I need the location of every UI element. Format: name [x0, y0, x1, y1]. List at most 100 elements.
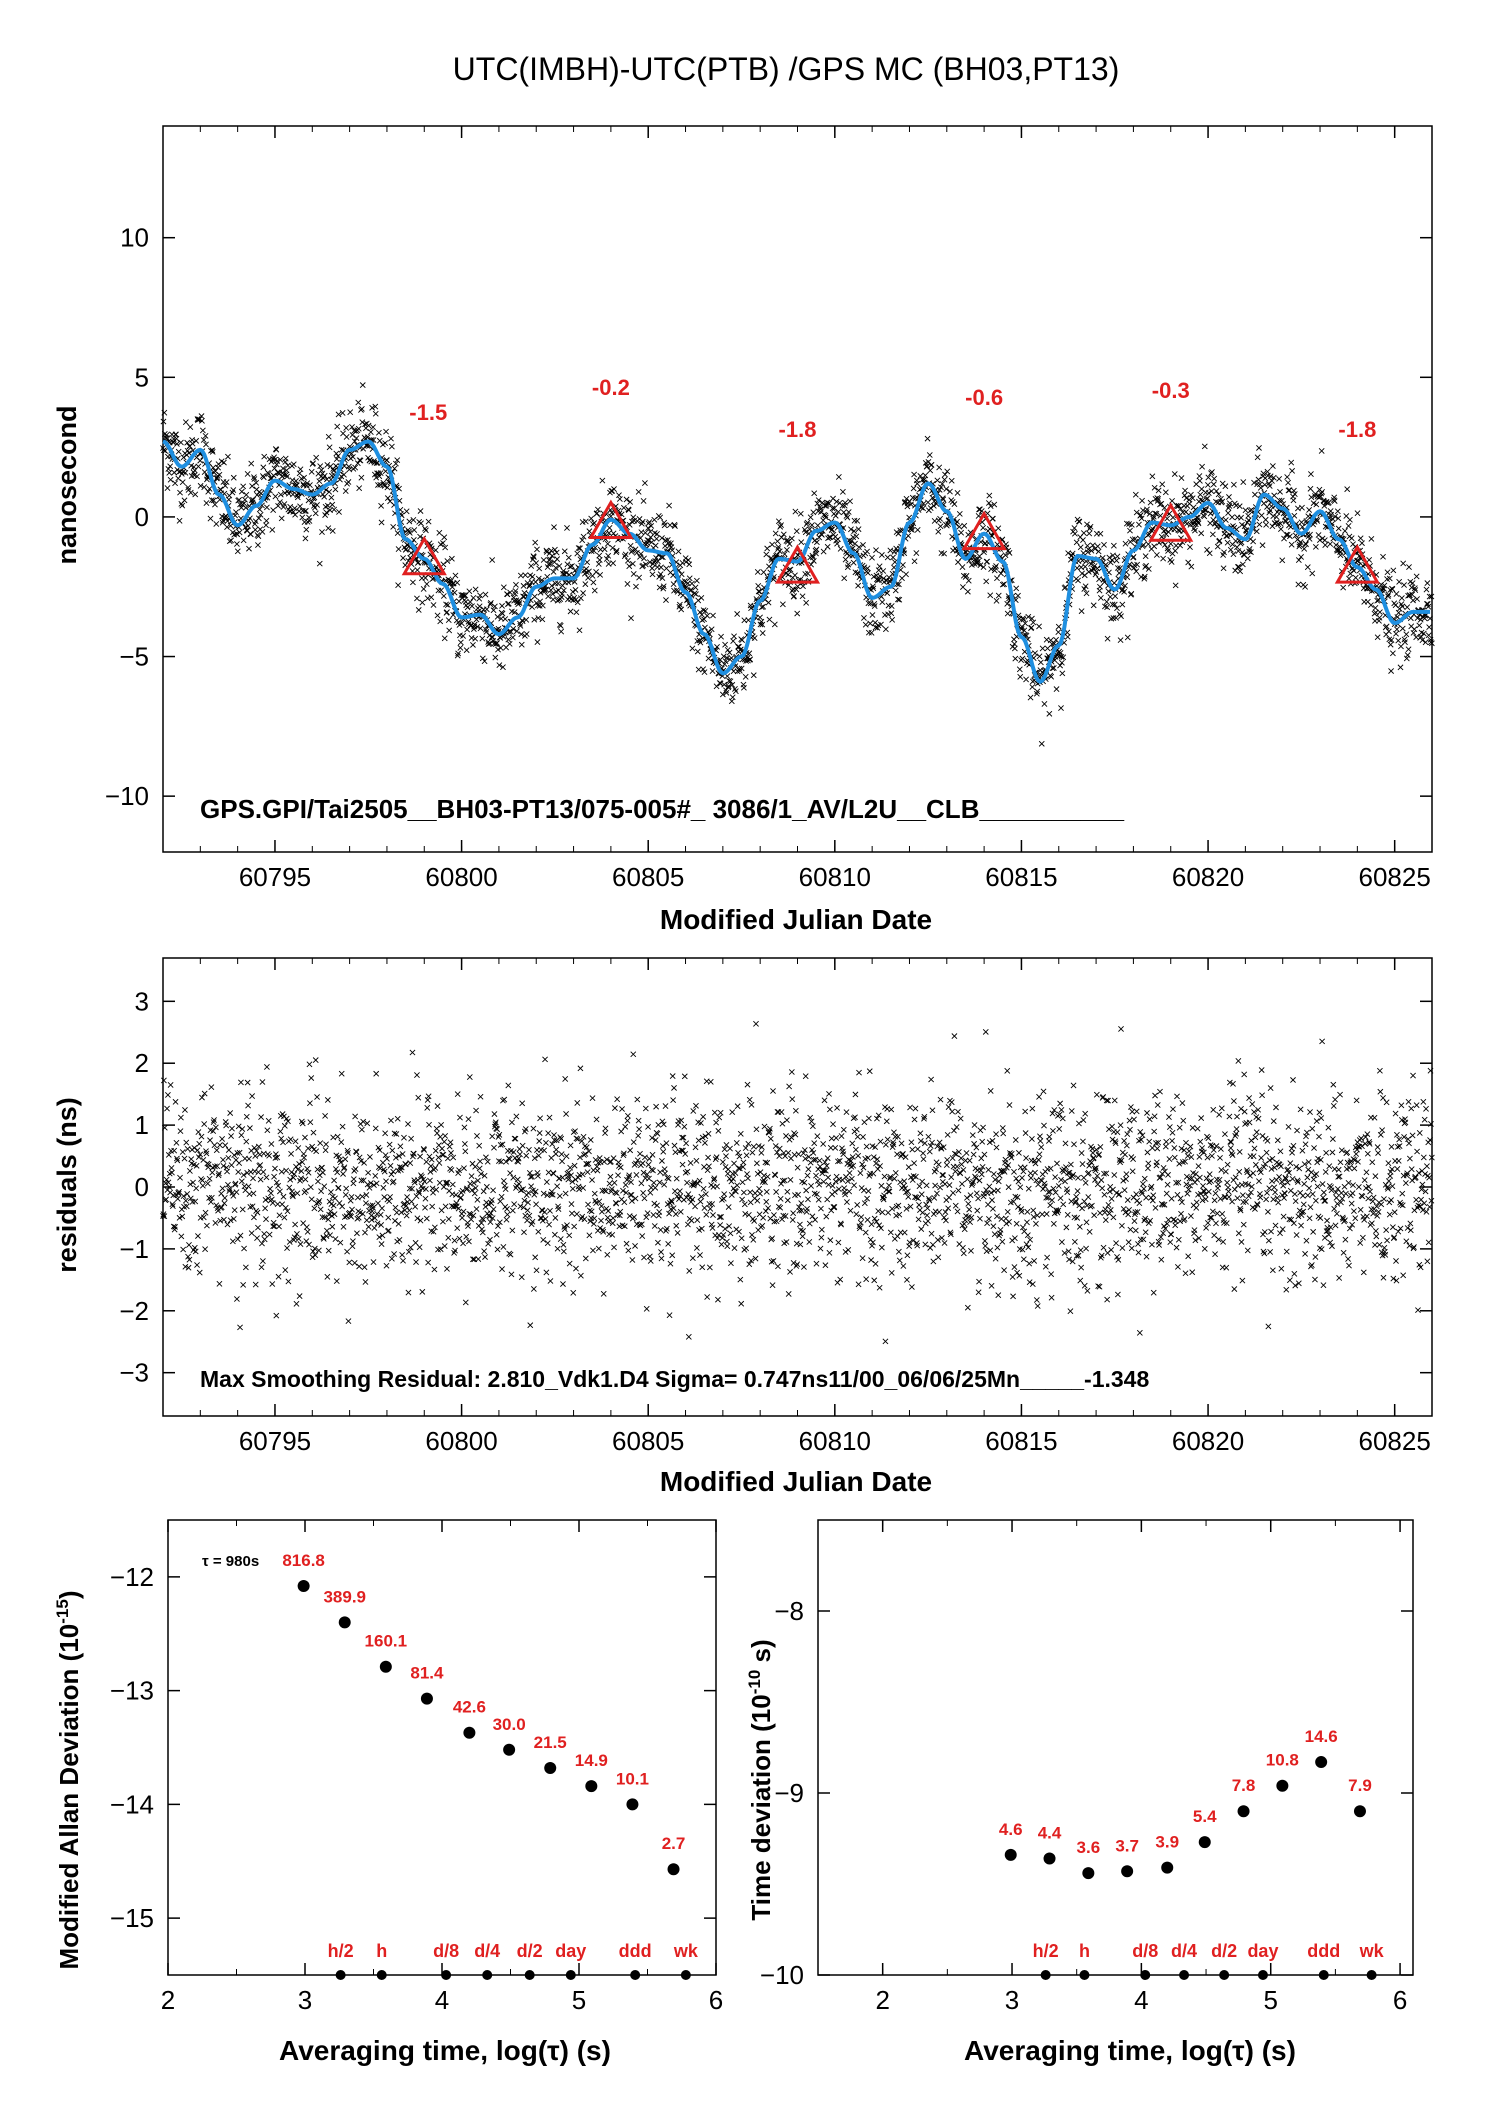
residual-point [461, 1124, 468, 1131]
measurement-point [284, 473, 290, 480]
measurement-point [197, 457, 204, 464]
residual-point [373, 1070, 380, 1077]
measurement-point [560, 587, 567, 594]
residual-point [988, 1189, 995, 1196]
x-tick-label: 60805 [612, 1426, 684, 1456]
measurement-point [628, 615, 634, 622]
measurement-point [1058, 705, 1064, 711]
residual-point [929, 1107, 936, 1114]
measurement-point [201, 469, 208, 475]
measurement-point [993, 597, 1000, 604]
residual-point [336, 1200, 343, 1206]
residual-point [289, 1191, 296, 1198]
residual-point [659, 1143, 666, 1150]
residual-point [584, 1169, 591, 1176]
measurement-point [1307, 531, 1313, 538]
measurement-point [185, 484, 191, 491]
measurement-point [1319, 489, 1326, 495]
residual-point [806, 1220, 813, 1227]
residual-point [470, 1212, 477, 1219]
residual-point [750, 1143, 757, 1150]
residual-point [762, 1179, 768, 1186]
residual-point [650, 1167, 656, 1174]
measurement-point [959, 564, 966, 570]
measurement-point [358, 405, 365, 412]
residual-point [370, 1259, 377, 1265]
measurement-point [1053, 636, 1059, 643]
measurement-point [1101, 541, 1107, 548]
residual-point [935, 1161, 942, 1168]
measurement-point [1267, 473, 1274, 480]
measurement-point [844, 514, 851, 521]
residual-point [677, 1208, 684, 1215]
residual-point [487, 1236, 493, 1243]
residual-point [968, 1247, 974, 1254]
residual-point [406, 1185, 413, 1192]
residual-point [342, 1156, 349, 1163]
measurement-point [623, 496, 630, 503]
residual-point [640, 1190, 647, 1196]
measurement-point [1273, 513, 1280, 520]
residual-point [780, 1150, 787, 1156]
residual-point [508, 1271, 515, 1278]
measurement-point [164, 485, 171, 491]
residual-point [743, 1152, 750, 1159]
residual-point [991, 1231, 998, 1238]
measurement-point [610, 560, 617, 567]
measurement-point [408, 550, 415, 556]
residual-point [974, 1207, 981, 1214]
residual-point [306, 1100, 313, 1107]
measurement-point [182, 419, 189, 426]
residual-point [801, 1147, 808, 1153]
residual-point [733, 1140, 740, 1146]
residual-point [551, 1132, 557, 1138]
residual-point [405, 1289, 412, 1296]
residual-point [520, 1186, 527, 1193]
measurement-point [729, 694, 736, 701]
residual-point [868, 1257, 875, 1264]
residual-point [513, 1113, 520, 1120]
residual-point [746, 1096, 753, 1103]
measurement-point [994, 575, 1000, 582]
residual-point [681, 1073, 688, 1080]
measurement-point [1204, 495, 1211, 502]
residual-point [531, 1191, 538, 1198]
measurement-point [871, 603, 878, 610]
measurement-point [539, 616, 546, 623]
residual-point [244, 1079, 251, 1086]
residual-point [553, 1146, 560, 1153]
residual-point [530, 1125, 537, 1132]
measurement-point [889, 616, 896, 623]
measurement-point [545, 593, 552, 600]
calibration-marker [774, 544, 821, 584]
residual-point [271, 1223, 278, 1230]
measurement-point [1078, 608, 1085, 615]
measurement-point [550, 596, 557, 603]
measurement-point [647, 528, 654, 535]
residual-point [960, 1250, 967, 1257]
measurement-point [517, 622, 524, 629]
residual-point [643, 1214, 650, 1221]
measurement-point [321, 493, 328, 500]
measurement-point [936, 464, 943, 471]
measurement-point [606, 524, 613, 531]
residual-point [557, 1236, 564, 1242]
measurement-point [574, 550, 581, 557]
measurement-point [182, 469, 189, 476]
residual-point [948, 1174, 955, 1181]
residual-point [764, 1159, 771, 1166]
residual-point [876, 1284, 883, 1291]
residual-point [378, 1222, 385, 1228]
residual-point [1003, 1220, 1010, 1227]
measurement-point [956, 523, 963, 530]
marker-label: -1.8 [779, 417, 817, 442]
residual-point [698, 1225, 705, 1232]
residual-point [331, 1211, 338, 1218]
residual-point [990, 1171, 997, 1177]
measurement-point [624, 557, 631, 564]
measurement-point [548, 582, 555, 589]
residual-point [719, 1196, 725, 1203]
residual-point [308, 1075, 315, 1081]
measurement-point [1296, 543, 1303, 550]
residual-point [543, 1179, 550, 1185]
